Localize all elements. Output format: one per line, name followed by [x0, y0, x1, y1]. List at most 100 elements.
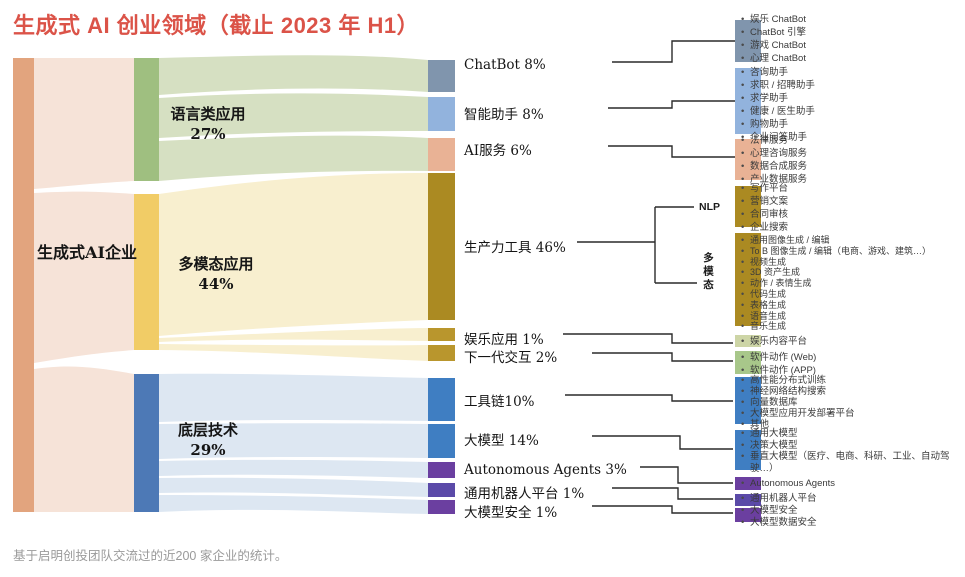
node-label-下一代交互: 下一代交互 2% [464, 350, 558, 366]
right-list-item: 高性能分布式训练 [740, 375, 965, 386]
right-list-1: 咨询助手求职 / 招聘助手求学助手健康 / 医生助手购物助手企业问答助手 [740, 66, 965, 144]
right-list-item: 垂直大模型（医疗、电商、科研、工业、自动驾驶…） [740, 451, 965, 474]
right-list-item: 合同审核 [740, 208, 965, 221]
right-list-item: 咨询助手 [740, 66, 965, 79]
right-list-5: 娱乐内容平台 [740, 335, 965, 348]
node-label-multimodal: 多模态应用 44% [160, 254, 272, 294]
right-list-10: 通用机器人平台 [740, 492, 965, 505]
flow-language-chatbot [159, 55, 428, 95]
flow-language-assistant [159, 93, 428, 138]
node-label-language-pct: 27% [190, 125, 226, 143]
right-list-item: 数据合成服务 [740, 160, 965, 173]
right-list-item: 神经网络结构搜索 [740, 386, 965, 397]
node-label-大模型: 大模型 14% [464, 433, 539, 449]
right-list-item: 音乐生成 [740, 321, 965, 332]
flow-root-language [34, 58, 134, 189]
node-label-infra: 底层技术 29% [156, 420, 260, 460]
right-list-item: 大模型数据安全 [740, 517, 965, 529]
bracket-label-multimodal: 多模态 [702, 252, 714, 293]
right-list-9: Autonomous Agents [740, 477, 965, 490]
flow-root-multimodal [34, 191, 134, 363]
node-assistant-bar [428, 97, 455, 131]
right-list-item: 通用大模型 [740, 428, 965, 440]
node-label-生产力工具: 生产力工具 46% [464, 240, 566, 256]
node-llm-bar [428, 424, 455, 458]
node-infra-bar [134, 374, 159, 512]
node-aiservice-bar [428, 138, 455, 171]
right-list-item: 心理 ChatBot [740, 52, 965, 65]
right-list-item: 求职 / 招聘助手 [740, 79, 965, 92]
right-list-item: 产业数据服务 [740, 173, 965, 186]
right-list-item: 购物助手 [740, 118, 965, 131]
right-list-item: 决策大模型 [740, 440, 965, 452]
right-list-item: To B 图像生成 / 编辑（电商、游戏、建筑…） [740, 246, 965, 257]
right-list-item: 代码生成 [740, 289, 965, 300]
right-list-item: 软件动作 (Web) [740, 351, 965, 364]
node-agents-bar [428, 462, 455, 478]
right-list-item: 求学助手 [740, 92, 965, 105]
node-nextgen-bar [428, 345, 455, 361]
right-list-item: 3D 资产生成 [740, 267, 965, 278]
node-label-infra-text: 底层技术 [177, 421, 238, 439]
right-list-3: 写作平台营销文案合同审核企业搜索 [740, 182, 965, 234]
flow-multimodal-entertainment [159, 328, 428, 342]
right-list-4: 通用图像生成 / 编辑To B 图像生成 / 编辑（电商、游戏、建筑…）视频生成… [740, 235, 965, 332]
right-list-item: 通用机器人平台 [740, 492, 965, 505]
node-label-autonomous-agents: Autonomous Agents 3% [464, 462, 627, 478]
right-list-item: 软件动作 (APP) [740, 364, 965, 377]
page-title: 生成式 AI 创业领域（截止 2023 年 H1） [13, 13, 420, 38]
right-list-item: 向量数据库 [740, 397, 965, 408]
flow-root-infra [34, 366, 134, 512]
bracket-label-nlp: NLP [699, 201, 720, 213]
flow-infra-llm [159, 423, 428, 459]
flow-infra-robot [159, 477, 428, 497]
flow-infra-agents [159, 459, 428, 478]
node-label-通用机器人平台: 通用机器人平台 1% [464, 486, 585, 502]
node-label-multimodal-text: 多模态应用 [178, 255, 254, 273]
node-safety-bar [428, 500, 455, 514]
right-list-8: 通用大模型决策大模型垂直大模型（医疗、电商、科研、工业、自动驾驶…） [740, 428, 965, 474]
flow-multimodal-productivity [159, 173, 428, 336]
right-list-0: 娱乐 ChatBotChatBot 引擎游戏 ChatBot心理 ChatBot [740, 13, 965, 65]
right-list-11: 大模型安全大模型数据安全 [740, 505, 965, 529]
node-label-infra-pct: 29% [190, 441, 226, 459]
node-label-大模型安全: 大模型安全 1% [464, 505, 558, 521]
connector-lines [563, 40, 735, 514]
node-label-root: 生成式AI企业 [37, 243, 137, 262]
node-chatbot-bar [428, 60, 455, 92]
node-entertainment-bar [428, 328, 455, 341]
node-label-chatbot: ChatBot 8% [464, 57, 546, 73]
right-list-item: 营销文案 [740, 195, 965, 208]
footnote: 基于启明创投团队交流过的近200 家企业的统计。 [13, 549, 288, 563]
flow-infra-toolchain [159, 373, 428, 422]
right-list-item: 表格生成 [740, 300, 965, 311]
node-multimodal-bar [134, 194, 159, 350]
node-label-language-text: 语言类应用 [170, 105, 246, 123]
right-list-item: 法律服务 [740, 134, 965, 147]
right-list-item: 写作平台 [740, 182, 965, 195]
right-list-item: 大模型安全 [740, 505, 965, 517]
right-list-item: 游戏 ChatBot [740, 39, 965, 52]
node-label-智能助手: 智能助手 8% [464, 107, 544, 123]
flow-language-aiservice [159, 135, 428, 181]
right-list-item: ChatBot 引擎 [740, 26, 965, 39]
node-label-multimodal-pct: 44% [198, 275, 234, 293]
right-list-item: 其他 [740, 419, 965, 430]
right-list-item: 视频生成 [740, 257, 965, 268]
flow-multimodal-nextgen [159, 344, 428, 361]
right-list-item: 企业搜索 [740, 221, 965, 234]
right-list-6: 软件动作 (Web)软件动作 (APP) [740, 351, 965, 377]
node-toolchain-bar [428, 378, 455, 421]
right-list-7: 高性能分布式训练神经网络结构搜索向量数据库大模型应用开发部署平台其他 [740, 375, 965, 430]
right-list-item: 娱乐内容平台 [740, 335, 965, 348]
right-list-item: 通用图像生成 / 编辑 [740, 235, 965, 246]
right-list-item: 语音生成 [740, 311, 965, 322]
right-list-2: 法律服务心理咨询服务数据合成服务产业数据服务 [740, 134, 965, 186]
flow-infra-safety [159, 495, 428, 514]
node-label-language: 语言类应用 27% [152, 104, 264, 144]
right-list-item: Autonomous Agents [740, 477, 965, 490]
node-label-工具链: 工具链10% [464, 394, 535, 410]
node-label-ai服务: AI服务 6% [464, 143, 532, 159]
